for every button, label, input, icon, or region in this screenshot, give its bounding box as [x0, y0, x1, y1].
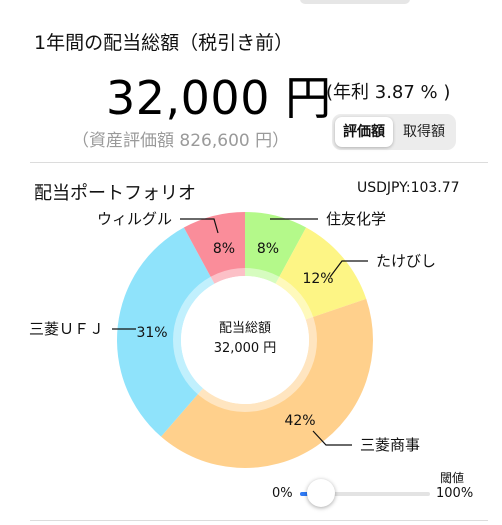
toggle-acquisition-value[interactable]: 取得額 [403, 124, 445, 140]
threshold-max-label: 100% [436, 486, 474, 501]
slice-name-label: 三菱ＵＦＪ [29, 320, 104, 338]
leader-line [312, 430, 352, 446]
threshold-slider-thumb[interactable] [306, 479, 335, 507]
donut-slice [116, 227, 215, 437]
threshold-min-label: 0% [272, 486, 293, 501]
asset-value: （資産評価額 826,600 円） [72, 131, 290, 151]
slice-percent-label: 42% [284, 413, 315, 429]
donut-slice [275, 227, 367, 320]
annual-dividend-title: 1年間の配当総額（税引き前） [34, 32, 294, 54]
center-value: 32,000 円 [214, 341, 277, 356]
fx-rate: USDJPY:103.77 [357, 180, 460, 196]
leader-line [180, 218, 219, 234]
threshold-title: 閾値 [440, 471, 465, 485]
dividend-donut-chart: 配当総額 32,000 円 住友化学 8% たけびし 12% 三菱商事 42% 三菱ＵＦＪ 3… [29, 210, 436, 469]
slice-name-label: たけびし [376, 252, 436, 270]
donut-slice [245, 212, 307, 284]
slice-name-label: ウィルグル [97, 210, 172, 228]
toggle-market-value[interactable]: 評価額 [335, 117, 393, 147]
slice-name-label: 三菱商事 [360, 436, 420, 454]
annual-dividend-amount: 32,000 円 [106, 71, 332, 125]
portfolio-title: 配当ポートフォリオ [34, 183, 196, 204]
donut-hole [181, 276, 309, 404]
annual-yield: (年利 3.87 % ) [326, 82, 451, 103]
slice-percent-label: 31% [136, 325, 167, 341]
slice-percent-label: 12% [302, 271, 333, 287]
top-handle [300, 0, 410, 4]
slice-percent-label: 8% [213, 241, 235, 257]
divider-bottom [30, 520, 488, 521]
donut-slice [183, 212, 245, 284]
slice-percent-label: 8% [257, 241, 279, 257]
leader-line [329, 260, 368, 278]
slice-name-label: 住友化学 [326, 210, 386, 228]
donut-slice [161, 298, 374, 469]
valuation-toggle: 評価額 取得額 [332, 114, 456, 150]
divider-top [30, 162, 488, 163]
center-label: 配当総額 [219, 321, 271, 336]
